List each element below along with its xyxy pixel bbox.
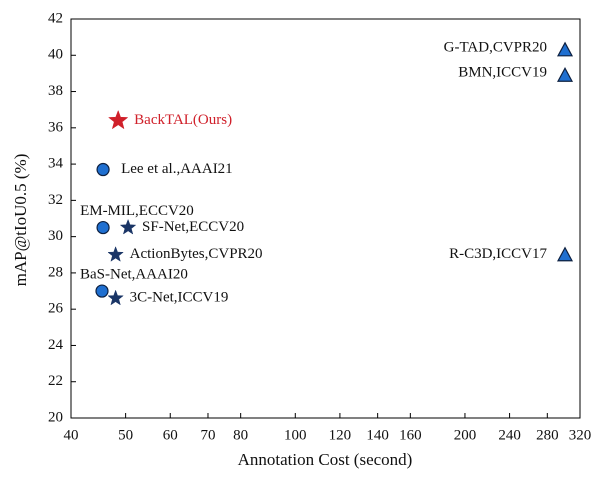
x-tick-label: 200 [454, 427, 477, 443]
x-tick-label: 80 [233, 427, 248, 443]
y-tick-label: 24 [48, 337, 64, 353]
point-label: SF-Net,ECCV20 [142, 219, 244, 235]
x-tick-label: 40 [64, 427, 79, 443]
point-label: ActionBytes,CVPR20 [130, 246, 263, 262]
x-tick-label: 140 [366, 427, 389, 443]
point [96, 162, 110, 177]
x-tick-label: 70 [200, 427, 215, 443]
point [95, 284, 109, 298]
y-axis-label: mAP@tIoU0.5 (%) [11, 154, 30, 287]
x-tick-label: 240 [498, 427, 521, 443]
plot-frame [70, 18, 581, 419]
point [108, 109, 129, 130]
y-tick-label: 32 [48, 192, 63, 208]
y-tick-label: 38 [48, 83, 63, 99]
x-tick-label: 320 [569, 427, 592, 443]
y-tick-label: 42 [48, 10, 63, 26]
point [107, 246, 124, 262]
y-tick-label: 28 [48, 264, 63, 280]
point [557, 246, 574, 262]
y-tick-label: 36 [48, 119, 64, 135]
point-label: BaS-Net,AAAI20 [80, 266, 188, 282]
y-tick-label: 30 [48, 228, 63, 244]
point [557, 66, 574, 82]
point-label: EM-MIL,ECCV20 [80, 203, 194, 219]
y-tick-label: 40 [48, 47, 63, 63]
y-tick-label: 20 [48, 409, 63, 425]
x-tick-label: 100 [284, 427, 307, 443]
point-label: 3C-Net,ICCV19 [130, 290, 229, 306]
x-tick-label: 60 [163, 427, 178, 443]
point [119, 218, 137, 235]
point [557, 41, 574, 57]
y-tick-label: 22 [48, 373, 63, 389]
point-label: G-TAD,CVPR20 [444, 39, 547, 55]
x-tick-label: 50 [118, 427, 133, 443]
point-label: BackTAL(Ours) [134, 112, 232, 128]
x-tick-label: 280 [536, 427, 559, 443]
y-tick-label: 34 [48, 156, 64, 172]
point-label: R-C3D,ICCV17 [449, 246, 547, 262]
x-axis-label: Annotation Cost (second) [238, 450, 413, 469]
point [107, 289, 124, 306]
x-tick-label: 160 [399, 427, 422, 443]
point-label: Lee et al.,AAAI21 [121, 161, 233, 177]
point [96, 220, 110, 235]
point-label: BMN,ICCV19 [458, 65, 547, 81]
y-tick-label: 26 [48, 301, 64, 317]
x-tick-label: 120 [329, 427, 352, 443]
